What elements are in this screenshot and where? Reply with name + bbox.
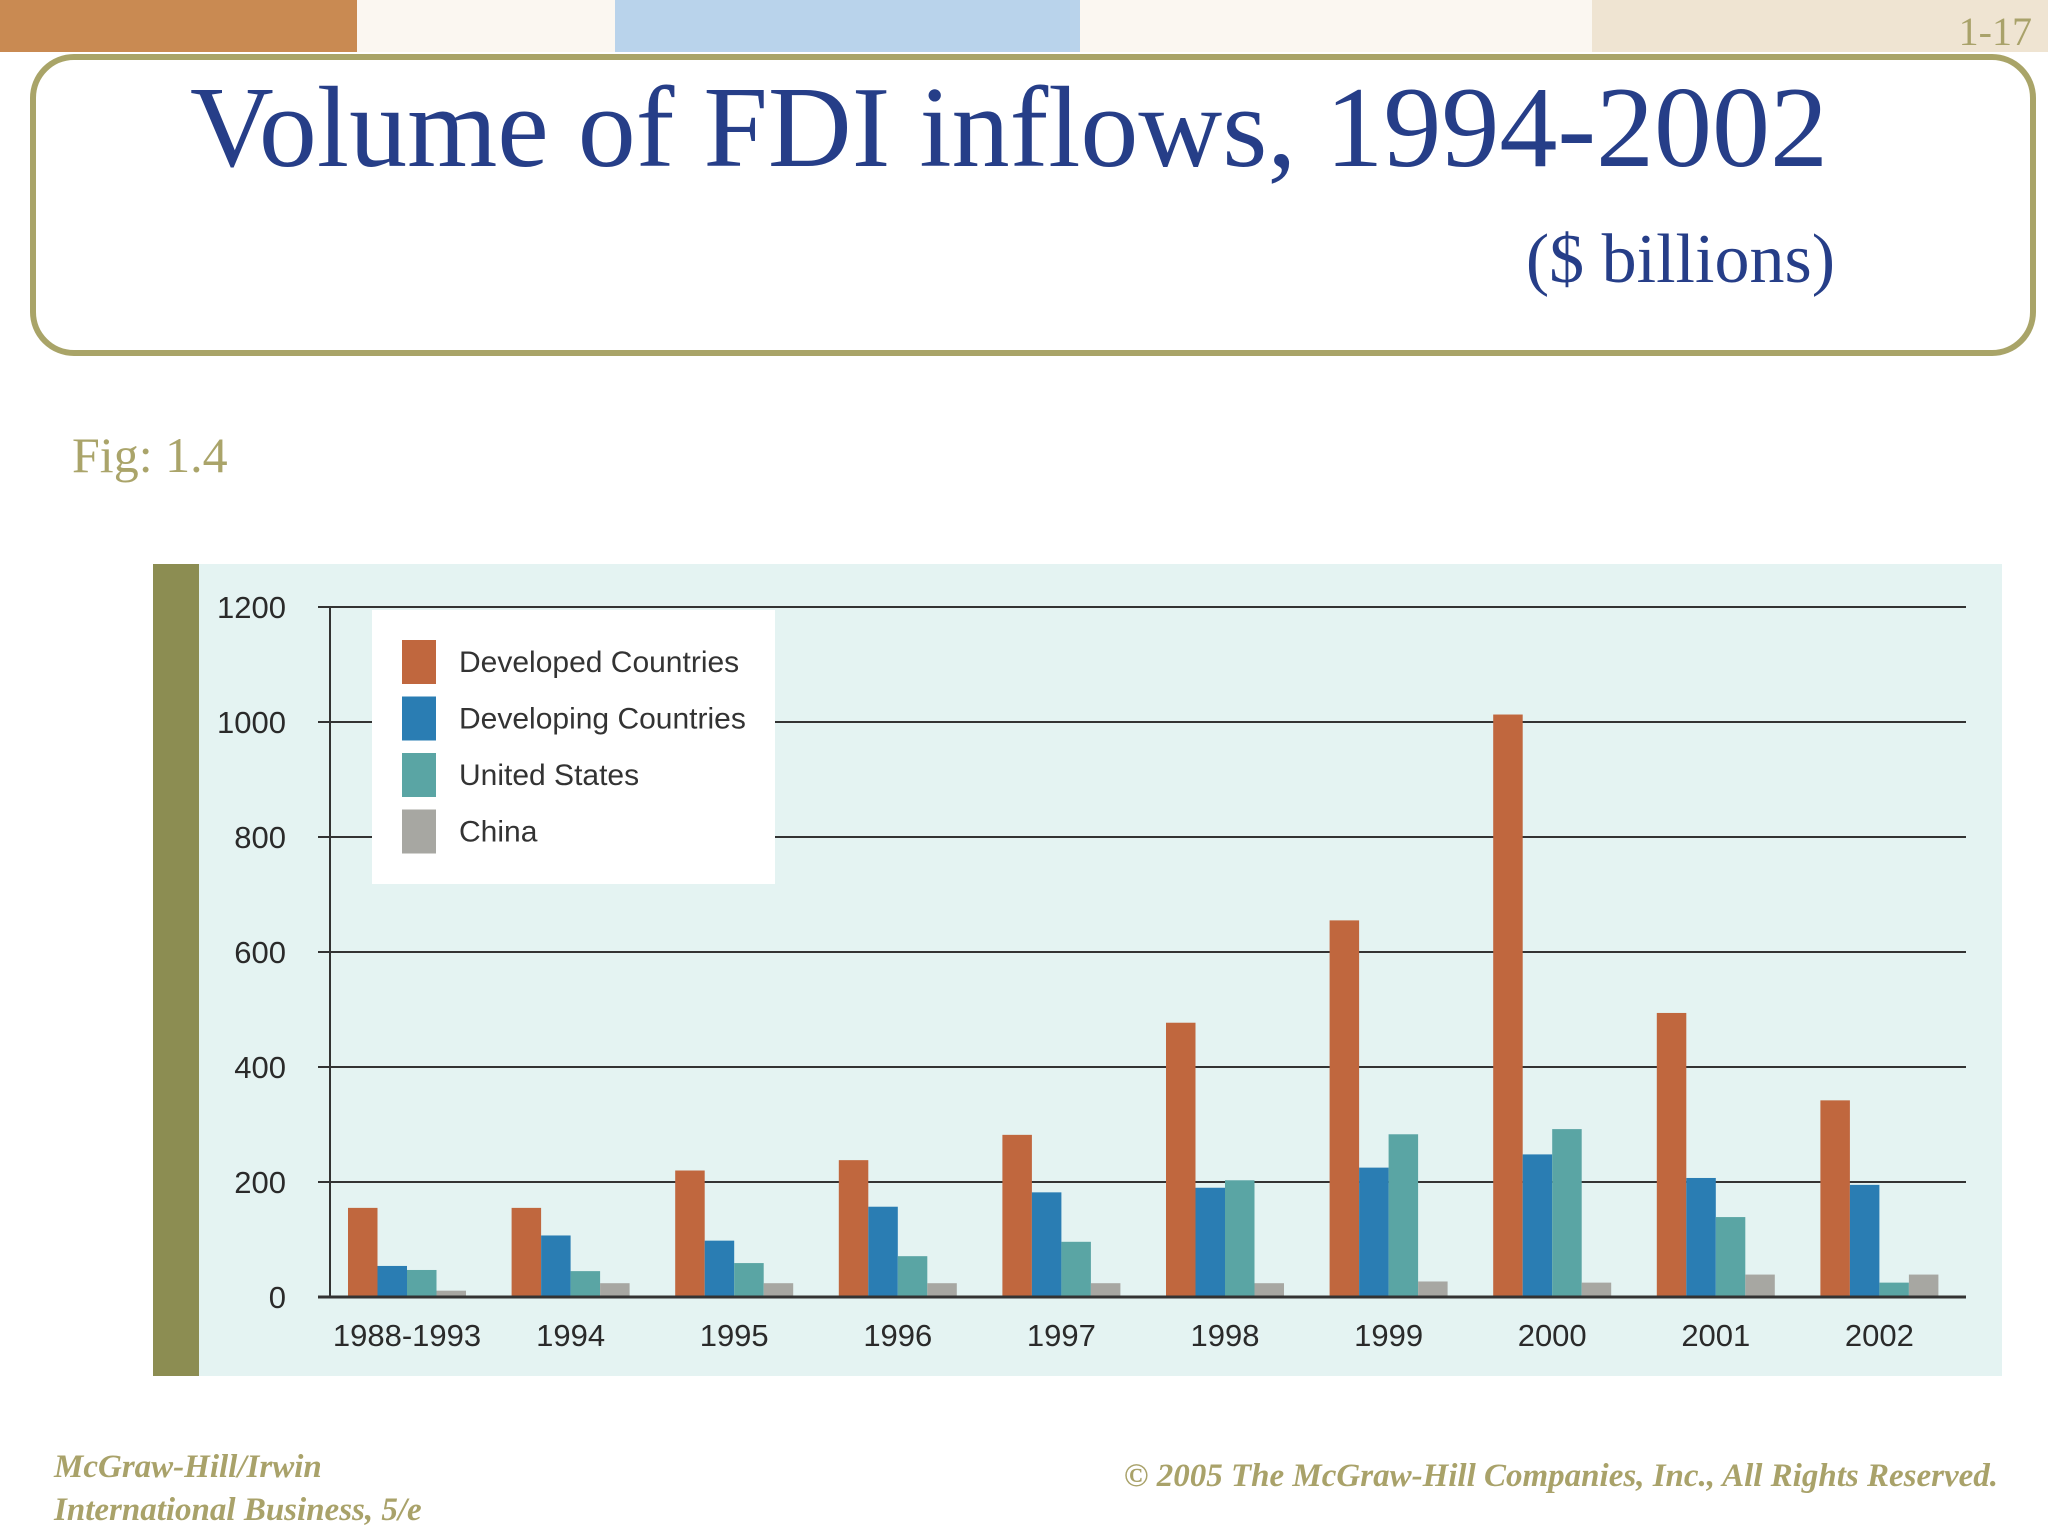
y-tick-label: 1000 xyxy=(217,705,286,740)
y-tick-label: 200 xyxy=(234,1165,286,1200)
bar-united-states-1996 xyxy=(897,1256,928,1297)
legend-swatch-developed-countries xyxy=(402,640,436,684)
bar-developing-countries-1994 xyxy=(541,1235,571,1297)
bar-china-1988-1993 xyxy=(436,1290,466,1297)
footer-publisher-line1: McGraw-Hill/Irwin xyxy=(54,1449,322,1485)
y-tick-label: 1200 xyxy=(217,590,286,625)
bar-developed-countries-1996 xyxy=(838,1160,869,1297)
bar-united-states-1998 xyxy=(1225,1180,1255,1297)
x-tick-label: 1998 xyxy=(1191,1318,1260,1353)
slide-number: 1-17 xyxy=(1958,9,2032,54)
figure-label: Fig: 1.4 xyxy=(72,427,228,483)
y-tick-label: 800 xyxy=(234,820,286,855)
bar-china-1998 xyxy=(1254,1283,1284,1297)
bar-united-states-2002 xyxy=(1879,1282,1909,1297)
bar-developing-countries-1998 xyxy=(1195,1187,1225,1297)
bar-china-1994 xyxy=(600,1283,630,1297)
bar-developing-countries-1996 xyxy=(868,1206,898,1297)
top-strip-cream xyxy=(357,0,615,52)
bar-developed-countries-1999 xyxy=(1329,920,1360,1297)
bar-developed-countries-1995 xyxy=(675,1170,705,1297)
bar-developing-countries-2001 xyxy=(1686,1177,1716,1297)
x-tick-label: 2001 xyxy=(1681,1318,1750,1353)
footer-publisher-line2: International Business, 5/e xyxy=(54,1492,422,1528)
bar-china-2000 xyxy=(1581,1282,1612,1297)
bar-developed-countries-1988-1993 xyxy=(348,1207,378,1297)
bar-united-states-1995 xyxy=(734,1263,764,1297)
x-tick-label: 1988-1993 xyxy=(333,1318,481,1353)
legend-label: China xyxy=(459,816,538,849)
x-tick-label: 1994 xyxy=(536,1318,605,1353)
y-tick-label: 400 xyxy=(234,1050,286,1085)
x-tick-label: 1999 xyxy=(1354,1318,1423,1353)
bar-united-states-2000 xyxy=(1552,1129,1582,1297)
legend-swatch-united-states xyxy=(402,753,436,797)
legend-label: United States xyxy=(459,759,639,792)
page-title: Volume of FDI inflows, 1994-2002 xyxy=(190,64,1828,192)
chart-left-accent xyxy=(153,564,199,1376)
legend-swatch-developing-countries xyxy=(402,696,436,741)
bar-united-states-1999 xyxy=(1388,1134,1419,1297)
x-tick-label: 1995 xyxy=(700,1318,769,1353)
legend-box xyxy=(372,610,775,884)
bar-china-1995 xyxy=(763,1283,794,1297)
bar-united-states-1988-1993 xyxy=(407,1269,437,1297)
title-box xyxy=(30,54,2036,356)
page-subtitle: ($ billions) xyxy=(1525,221,1835,298)
y-tick-label: 600 xyxy=(234,935,286,970)
bar-united-states-1997 xyxy=(1061,1241,1091,1297)
top-strip-blue xyxy=(615,0,1080,52)
bar-developed-countries-2002 xyxy=(1820,1100,1850,1297)
top-strip-tan xyxy=(1592,0,2048,52)
bar-developing-countries-2000 xyxy=(1522,1154,1553,1297)
top-strip-orange xyxy=(0,0,357,52)
bar-china-1997 xyxy=(1090,1283,1121,1297)
bar-united-states-1994 xyxy=(570,1271,601,1297)
bar-china-2002 xyxy=(1908,1274,1939,1297)
legend-label: Developing Countries xyxy=(459,703,746,736)
bar-china-1996 xyxy=(927,1283,957,1297)
x-tick-label: 2002 xyxy=(1845,1318,1914,1353)
bar-developing-countries-1999 xyxy=(1359,1167,1389,1297)
bar-developed-countries-2001 xyxy=(1656,1012,1687,1297)
bar-developed-countries-2000 xyxy=(1493,714,1523,1297)
bar-developing-countries-1995 xyxy=(704,1240,735,1297)
legend-label: Developed Countries xyxy=(459,646,739,679)
x-tick-label: 2000 xyxy=(1518,1318,1587,1353)
bar-united-states-2001 xyxy=(1715,1217,1746,1297)
bar-developing-countries-2002 xyxy=(1849,1184,1880,1297)
y-tick-label: 0 xyxy=(269,1280,286,1315)
legend-swatch-china xyxy=(402,809,436,854)
bar-developed-countries-1994 xyxy=(511,1207,542,1297)
bar-china-1999 xyxy=(1418,1281,1448,1297)
x-tick-label: 1996 xyxy=(863,1318,932,1353)
bar-developed-countries-1997 xyxy=(1002,1134,1032,1297)
bar-developed-countries-1998 xyxy=(1166,1022,1196,1297)
bar-china-2001 xyxy=(1745,1274,1775,1297)
footer-copyright: © 2005 The McGraw-Hill Companies, Inc., … xyxy=(1123,1458,1998,1494)
x-tick-label: 1997 xyxy=(1027,1318,1096,1353)
bar-developing-countries-1997 xyxy=(1031,1192,1062,1297)
top-strip-cream-2 xyxy=(1080,0,1592,52)
bar-developing-countries-1988-1993 xyxy=(377,1265,407,1297)
footer-publisher: McGraw-Hill/Irwin International Business… xyxy=(54,1446,422,1532)
